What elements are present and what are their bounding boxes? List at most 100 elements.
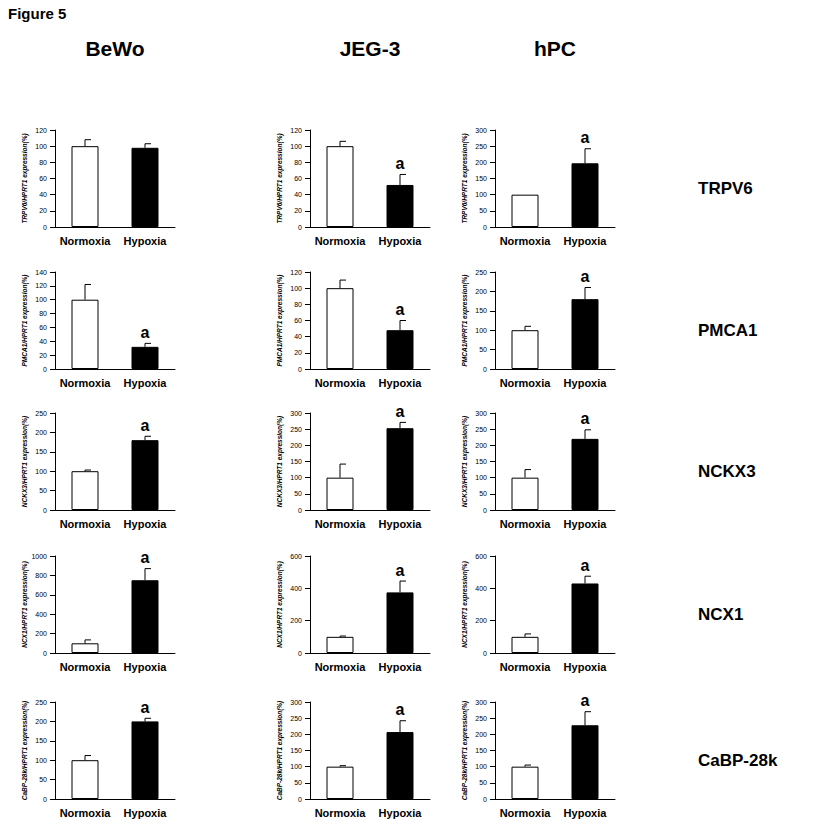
svg-text:0: 0 <box>298 650 302 657</box>
svg-text:600: 600 <box>290 553 302 560</box>
svg-text:120: 120 <box>35 127 47 134</box>
svg-text:250: 250 <box>35 410 47 417</box>
svg-text:BeWo: BeWo <box>85 37 144 60</box>
svg-text:Hypoxia: Hypoxia <box>564 235 608 247</box>
svg-text:50: 50 <box>479 207 487 214</box>
svg-text:NCX1: NCX1 <box>698 605 743 624</box>
svg-text:600: 600 <box>35 591 47 598</box>
svg-text:50: 50 <box>479 346 487 353</box>
svg-text:150: 150 <box>475 747 487 754</box>
svg-text:Hypoxia: Hypoxia <box>124 377 168 389</box>
svg-text:a: a <box>581 268 590 285</box>
svg-text:20: 20 <box>39 352 47 359</box>
svg-text:100: 100 <box>475 191 487 198</box>
svg-text:50: 50 <box>39 487 47 494</box>
svg-text:NCKX3/HPRT1 expression(%): NCKX3/HPRT1 expression(%) <box>21 416 29 507</box>
svg-text:TRPV6/HPRT1 expression(%): TRPV6/HPRT1 expression(%) <box>21 133 29 223</box>
svg-text:Hypoxia: Hypoxia <box>124 807 168 819</box>
svg-text:150: 150 <box>35 737 47 744</box>
svg-text:150: 150 <box>475 307 487 314</box>
svg-text:300: 300 <box>475 127 487 134</box>
svg-text:50: 50 <box>294 490 302 497</box>
svg-text:120: 120 <box>290 127 302 134</box>
svg-text:100: 100 <box>290 763 302 770</box>
svg-text:0: 0 <box>483 224 487 231</box>
svg-text:150: 150 <box>290 747 302 754</box>
svg-text:400: 400 <box>290 585 302 592</box>
svg-text:a: a <box>396 701 405 718</box>
svg-text:Normoxia: Normoxia <box>315 661 367 673</box>
svg-text:300: 300 <box>475 410 487 417</box>
svg-text:300: 300 <box>475 699 487 706</box>
svg-text:Normoxia: Normoxia <box>60 235 112 247</box>
svg-text:a: a <box>396 562 405 579</box>
svg-text:JEG-3: JEG-3 <box>340 37 401 60</box>
svg-text:Normoxia: Normoxia <box>500 807 552 819</box>
svg-text:0: 0 <box>43 796 47 803</box>
svg-text:100: 100 <box>290 143 302 150</box>
svg-text:250: 250 <box>290 426 302 433</box>
svg-text:a: a <box>396 301 405 318</box>
svg-text:120: 120 <box>290 269 302 276</box>
svg-text:80: 80 <box>294 301 302 308</box>
svg-text:400: 400 <box>475 585 487 592</box>
svg-text:200: 200 <box>290 731 302 738</box>
svg-text:150: 150 <box>35 448 47 455</box>
svg-text:Hypoxia: Hypoxia <box>379 235 423 247</box>
svg-text:100: 100 <box>475 474 487 481</box>
svg-text:60: 60 <box>294 317 302 324</box>
svg-text:a: a <box>141 324 150 341</box>
svg-text:Normoxia: Normoxia <box>60 518 112 530</box>
svg-text:100: 100 <box>35 296 47 303</box>
svg-text:100: 100 <box>475 763 487 770</box>
svg-text:Normoxia: Normoxia <box>500 377 552 389</box>
svg-text:Hypoxia: Hypoxia <box>124 518 168 530</box>
svg-text:NCKX3/HPRT1 expression(%): NCKX3/HPRT1 expression(%) <box>461 416 469 507</box>
svg-text:60: 60 <box>294 175 302 182</box>
svg-text:PMCA1/HPRT1 expression(%): PMCA1/HPRT1 expression(%) <box>461 275 469 367</box>
svg-text:Normoxia: Normoxia <box>500 661 552 673</box>
svg-text:CaBP-28k/HPRT1 expression(%): CaBP-28k/HPRT1 expression(%) <box>21 701 29 801</box>
svg-text:Hypoxia: Hypoxia <box>564 807 608 819</box>
svg-text:Normoxia: Normoxia <box>315 377 367 389</box>
svg-text:600: 600 <box>475 553 487 560</box>
svg-text:250: 250 <box>475 715 487 722</box>
svg-text:50: 50 <box>294 779 302 786</box>
svg-text:Hypoxia: Hypoxia <box>564 661 608 673</box>
svg-text:250: 250 <box>475 143 487 150</box>
svg-text:50: 50 <box>39 776 47 783</box>
svg-text:200: 200 <box>475 442 487 449</box>
svg-text:Normoxia: Normoxia <box>315 235 367 247</box>
svg-text:PMCA1: PMCA1 <box>698 321 758 340</box>
svg-text:120: 120 <box>35 282 47 289</box>
svg-text:a: a <box>581 692 590 709</box>
svg-text:250: 250 <box>475 269 487 276</box>
svg-text:NCKX3/HPRT1 expression(%): NCKX3/HPRT1 expression(%) <box>276 416 284 507</box>
svg-text:100: 100 <box>475 327 487 334</box>
svg-text:300: 300 <box>290 410 302 417</box>
svg-text:200: 200 <box>35 429 47 436</box>
svg-text:50: 50 <box>479 779 487 786</box>
svg-text:40: 40 <box>294 191 302 198</box>
svg-text:150: 150 <box>475 175 487 182</box>
svg-text:40: 40 <box>294 333 302 340</box>
svg-text:0: 0 <box>483 366 487 373</box>
svg-text:50: 50 <box>479 490 487 497</box>
svg-text:0: 0 <box>483 650 487 657</box>
svg-text:200: 200 <box>35 630 47 637</box>
svg-text:40: 40 <box>39 338 47 345</box>
svg-text:200: 200 <box>475 617 487 624</box>
svg-text:a: a <box>141 417 150 434</box>
svg-text:0: 0 <box>298 366 302 373</box>
svg-text:140: 140 <box>35 269 47 276</box>
svg-text:Hypoxia: Hypoxia <box>379 807 423 819</box>
svg-text:Normoxia: Normoxia <box>315 807 367 819</box>
svg-text:0: 0 <box>43 366 47 373</box>
svg-text:Normoxia: Normoxia <box>60 807 112 819</box>
svg-text:CaBP-28k/HPRT1 expression(%): CaBP-28k/HPRT1 expression(%) <box>276 701 284 801</box>
svg-text:NCX1/HPRT1 expression(%): NCX1/HPRT1 expression(%) <box>461 561 469 648</box>
svg-text:CaBP-28k/HPRT1 expression(%): CaBP-28k/HPRT1 expression(%) <box>461 701 469 801</box>
svg-text:a: a <box>141 549 150 566</box>
svg-text:CaBP-28k: CaBP-28k <box>698 751 778 770</box>
svg-text:80: 80 <box>39 159 47 166</box>
